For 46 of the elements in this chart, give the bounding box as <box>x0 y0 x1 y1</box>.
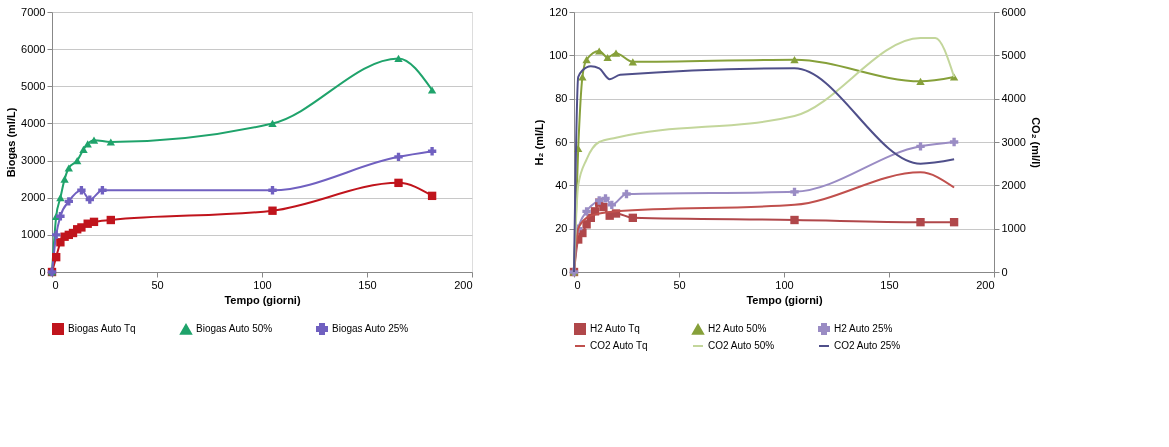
legend-label: H2 Auto 50% <box>708 323 767 335</box>
x-tick-label: 100 <box>775 278 794 291</box>
y-tick-label: 80 <box>555 92 568 105</box>
x-axis-title: Tempo (giorni) <box>224 293 301 306</box>
y2-tick-label: 0 <box>1001 265 1008 278</box>
legend-label: Biogas Auto Tq <box>68 323 136 334</box>
y-tick-label: 4000 <box>21 116 46 129</box>
y-axis-title: Biogas (ml/L) <box>5 107 18 178</box>
y-tick-label: 1000 <box>21 228 46 241</box>
y-tick-label: 3000 <box>21 154 46 167</box>
legend-label: Biogas Auto 25% <box>332 323 409 334</box>
y2-tick-label: 5000 <box>1001 48 1026 61</box>
x-axis-title: Tempo (giorni) <box>746 293 823 306</box>
y2-tick-label: 6000 <box>1001 5 1026 18</box>
y-tick-label: 0 <box>561 265 568 278</box>
y-tick-label: 60 <box>555 135 568 148</box>
y-tick-label: 20 <box>555 222 568 235</box>
y2-axis-title: CO₂ (ml/l) <box>1029 117 1042 169</box>
legend-label: CO2 Auto 50% <box>708 340 775 351</box>
y-tick-label: 2000 <box>21 191 46 204</box>
y-axis-title: H₂ (ml/L) <box>533 119 546 166</box>
legend-label: H2 Auto 25% <box>834 323 893 334</box>
y2-tick-label: 2000 <box>1001 178 1026 191</box>
y2-tick-label: 3000 <box>1001 135 1026 148</box>
y-tick-label: 100 <box>549 48 568 61</box>
y2-tick-label: 1000 <box>1001 222 1026 235</box>
y-tick-label: 6000 <box>21 42 46 55</box>
y-tick-label: 0 <box>39 265 46 278</box>
y-tick-label: 40 <box>555 178 568 191</box>
x-tick-label: 150 <box>880 278 899 291</box>
x-tick-label: 100 <box>253 278 272 291</box>
y2-tick-label: 4000 <box>1001 92 1026 105</box>
x-tick-label: 50 <box>151 278 164 291</box>
legend-label: H2 Auto Tq <box>590 323 640 334</box>
x-tick-label: 0 <box>574 278 581 291</box>
legend-label: CO2 Auto Tq <box>590 340 648 351</box>
y-tick-label: 5000 <box>21 79 46 92</box>
y-tick-label: 120 <box>549 5 568 18</box>
x-tick-label: 150 <box>358 278 377 291</box>
y-tick-label: 7000 <box>21 5 46 18</box>
x-tick-label: 50 <box>673 278 686 291</box>
legend-label: CO2 Auto 25% <box>834 340 901 351</box>
legend-label: Biogas Auto 50% <box>196 323 273 335</box>
x-tick-label: 200 <box>976 278 995 291</box>
x-tick-label: 200 <box>454 278 473 291</box>
x-tick-label: 0 <box>52 278 59 291</box>
